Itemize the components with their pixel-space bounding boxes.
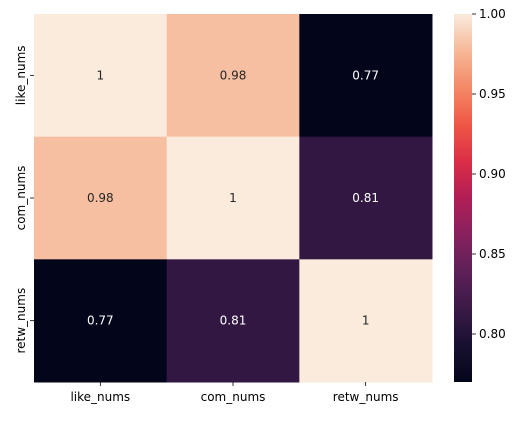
y-tick-label: like_nums: [14, 45, 28, 105]
y-tick-label: retw_nums: [14, 288, 28, 354]
y-tick-label: com_nums: [14, 166, 28, 231]
colorbar-tick-label: 1.00: [479, 7, 506, 21]
cell-value-label: 0.77: [87, 314, 114, 328]
x-tick-label: com_nums: [201, 390, 266, 404]
x-axis: like_nums com_nums retw_nums: [70, 382, 398, 404]
cell-value-label: 0.77: [352, 68, 379, 82]
cell-value-label: 0.81: [220, 314, 247, 328]
cell-value-label: 1: [97, 68, 105, 82]
x-tick-label: like_nums: [70, 390, 130, 404]
y-axis: like_nums com_nums retw_nums: [14, 45, 34, 353]
cell-value-label: 1: [229, 191, 237, 205]
x-tick-label: retw_nums: [333, 390, 399, 404]
colorbar-tick-label: 0.85: [479, 247, 506, 261]
cell-value-label: 0.81: [352, 191, 379, 205]
colorbar: 0.80 0.85 0.90 0.95 1.00: [454, 7, 506, 382]
cell-value-label: 0.98: [87, 191, 114, 205]
colorbar-tick-label: 0.80: [479, 327, 506, 341]
cell-value-label: 1: [362, 314, 370, 328]
colorbar-tick-label: 0.95: [479, 87, 506, 101]
colorbar-tick-label: 0.90: [479, 167, 506, 181]
cell-value-label: 0.98: [220, 68, 247, 82]
colorbar-gradient: [454, 14, 472, 382]
